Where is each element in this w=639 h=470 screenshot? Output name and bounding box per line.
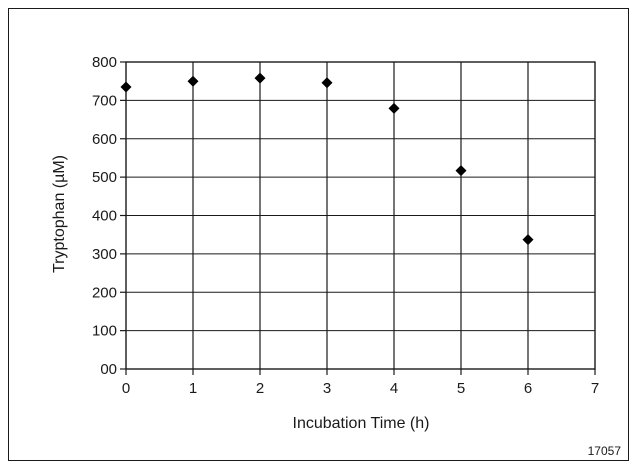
y-tick-label-400: 400 bbox=[92, 208, 117, 225]
y-axis-label: Tryptophan (µM) bbox=[51, 155, 68, 273]
data-points bbox=[120, 72, 534, 246]
y-tick-label-700: 700 bbox=[92, 92, 117, 109]
y-tick-label-300: 300 bbox=[92, 246, 117, 263]
x-tick-label-0: 0 bbox=[122, 380, 130, 397]
data-point-0-0 bbox=[120, 81, 132, 93]
data-point-0-6 bbox=[522, 234, 534, 246]
x-tick-label-7: 7 bbox=[591, 380, 599, 397]
grid-lines bbox=[126, 62, 595, 369]
data-point-0-4 bbox=[388, 102, 400, 114]
y-tick-label-100: 100 bbox=[92, 323, 117, 340]
data-point-0-2 bbox=[254, 72, 266, 84]
y-axis-ticks: 00 100 200 300 400 500 600 700 800 bbox=[92, 54, 126, 378]
x-tick-label-4: 4 bbox=[390, 380, 398, 397]
x-axis-ticks: 0 1 2 3 4 5 6 7 bbox=[122, 369, 599, 397]
data-point-0-1 bbox=[187, 75, 199, 87]
data-point-0-5 bbox=[455, 165, 467, 177]
y-tick-label-500: 500 bbox=[92, 169, 117, 186]
figure-id: 17057 bbox=[588, 444, 622, 458]
data-point-0-3 bbox=[321, 77, 333, 89]
x-tick-label-5: 5 bbox=[457, 380, 465, 397]
x-tick-label-3: 3 bbox=[323, 380, 331, 397]
y-tick-label-800: 800 bbox=[92, 54, 117, 71]
figure-frame bbox=[8, 8, 629, 461]
y-tick-label-0: 00 bbox=[100, 361, 117, 378]
x-tick-label-1: 1 bbox=[189, 380, 197, 397]
x-tick-label-2: 2 bbox=[256, 380, 264, 397]
x-tick-label-6: 6 bbox=[524, 380, 532, 397]
x-axis-label: Incubation Time (h) bbox=[293, 415, 430, 432]
y-tick-label-600: 600 bbox=[92, 131, 117, 148]
y-tick-label-200: 200 bbox=[92, 284, 117, 301]
